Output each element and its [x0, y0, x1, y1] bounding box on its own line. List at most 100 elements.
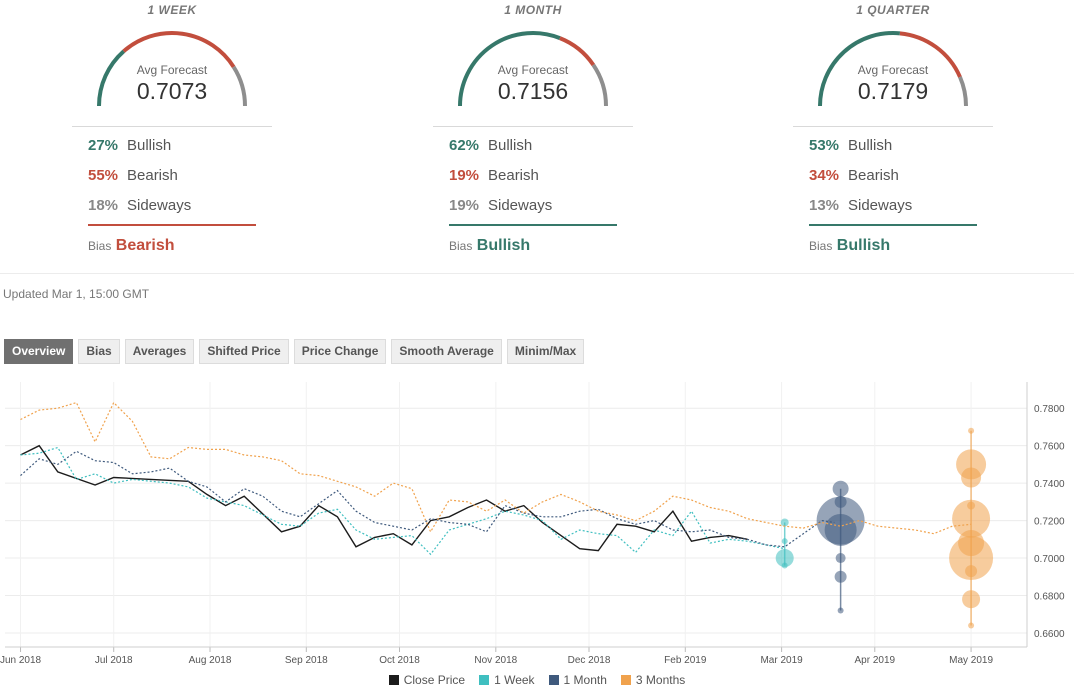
sideways-stat: 18% Sideways — [88, 197, 191, 214]
bearish-label: Bearish — [848, 167, 899, 184]
series-line-month[interactable] — [20, 450, 835, 548]
x-tick-label: Nov 2018 — [474, 655, 517, 666]
avg-forecast-label: Avg Forecast — [857, 63, 929, 77]
legend-label: 1 Week — [494, 673, 535, 687]
section-divider — [0, 273, 1074, 274]
forecast-bubble[interactable] — [835, 553, 846, 564]
gauge-dial — [818, 31, 968, 107]
tab-minim-max[interactable]: Minim/Max — [506, 339, 585, 364]
forecast-bubble[interactable] — [781, 562, 788, 569]
chart-tab-bar: Overview Bias Averages Shifted Price Pri… — [4, 339, 589, 364]
bearish-label: Bearish — [127, 167, 178, 184]
forecast-bubble[interactable] — [965, 565, 978, 578]
sideways-label: Sideways — [848, 197, 913, 214]
y-tick-label: 0.7000 — [1034, 554, 1065, 565]
tab-averages[interactable]: Averages — [124, 339, 195, 364]
y-tick-label: 0.7400 — [1034, 479, 1065, 490]
forecast-bubble[interactable] — [837, 607, 844, 614]
legend-swatch — [620, 675, 631, 685]
tab-bias[interactable]: Bias — [78, 339, 120, 364]
sideways-stat: 13% Sideways — [809, 197, 912, 214]
legend-swatch — [479, 675, 490, 685]
bullish-percent: 62% — [449, 137, 480, 154]
updated-timestamp: Updated Mar 1, 15:00 GMT — [3, 287, 150, 301]
forecast-bubble[interactable] — [952, 499, 991, 538]
y-tick-label: 0.7800 — [1034, 404, 1065, 415]
bias-value: Bullish — [476, 237, 531, 254]
forecast-bubble[interactable] — [962, 590, 981, 609]
forecast-bubble[interactable] — [968, 622, 975, 629]
gauge-arc-bullish — [458, 31, 561, 107]
gauge-divider — [72, 126, 272, 127]
series-line-quarter[interactable] — [20, 401, 972, 535]
gauge-dial — [97, 31, 247, 107]
x-tick-label: Sep 2018 — [285, 655, 328, 666]
bearish-stat: 19% Bearish — [449, 167, 539, 184]
bullish-percent: 53% — [809, 137, 840, 154]
bias-word: Bias — [449, 239, 473, 253]
sideways-label: Sideways — [127, 197, 192, 214]
x-tick-label: Feb 2019 — [664, 655, 707, 666]
forecast-bubble[interactable] — [968, 427, 975, 434]
forecast-bubble[interactable] — [780, 518, 789, 527]
forecast-bubbles-week[interactable] — [775, 518, 794, 569]
sideways-percent: 13% — [809, 197, 840, 214]
bearish-stat: 34% Bearish — [809, 167, 899, 184]
avg-forecast-value: 0.7156 — [497, 78, 569, 104]
tab-shifted-price[interactable]: Shifted Price — [199, 339, 289, 364]
x-tick-label: Jul 2018 — [95, 655, 133, 666]
gauge-period: 1 QUARTER — [856, 3, 930, 17]
forecast-bubbles-month[interactable] — [816, 480, 865, 614]
forecast-bubble[interactable] — [834, 570, 847, 583]
gauge-period: 1 WEEK — [147, 3, 197, 17]
bullish-label: Bullish — [848, 137, 893, 154]
bias-value: Bearish — [115, 237, 175, 254]
tab-price-change[interactable]: Price Change — [293, 339, 387, 364]
series-line-week[interactable] — [20, 446, 785, 556]
bias-value: Bullish — [836, 237, 891, 254]
bias-row: Bias Bullish — [809, 237, 890, 255]
y-tick-label: 0.7200 — [1034, 517, 1065, 528]
gauge-dial — [458, 31, 608, 107]
chart-grid — [5, 382, 1027, 647]
y-tick-label: 0.7600 — [1034, 442, 1065, 453]
legend-label: Close Price — [403, 673, 466, 687]
bearish-label: Bearish — [488, 167, 539, 184]
legend-item-month[interactable]: 1 Month — [548, 673, 607, 687]
legend-item-quarter[interactable]: 3 Months — [620, 673, 685, 687]
x-tick-label: Dec 2018 — [568, 655, 611, 666]
legend-item-week[interactable]: 1 Week — [479, 673, 535, 687]
forecast-bubble[interactable] — [961, 467, 982, 488]
gauge-arc-bullish — [818, 31, 901, 107]
gauge-arc-sideways — [591, 63, 608, 107]
forecast-bubbles-quarter[interactable] — [949, 427, 994, 629]
gauge-period: 1 MONTH — [504, 3, 562, 17]
tab-smooth-average[interactable]: Smooth Average — [391, 339, 502, 364]
bullish-stat: 53% Bullish — [809, 137, 892, 154]
avg-forecast-label: Avg Forecast — [136, 63, 208, 77]
tab-overview[interactable]: Overview — [4, 339, 74, 364]
bullish-stat: 62% Bullish — [449, 137, 532, 154]
x-tick-label: Aug 2018 — [189, 655, 232, 666]
legend-item-close[interactable]: Close Price — [388, 673, 466, 687]
x-tick-label: May 2019 — [949, 655, 993, 666]
bullish-label: Bullish — [127, 137, 172, 154]
sideways-label: Sideways — [488, 197, 553, 214]
chart-legend: Close Price 1 Week 1 Month 3 Months — [0, 673, 1074, 687]
forecast-bubble[interactable] — [832, 480, 849, 497]
bias-line — [449, 224, 617, 226]
sideways-percent: 18% — [88, 197, 119, 214]
bearish-percent: 19% — [449, 167, 480, 184]
forecast-bubble[interactable] — [824, 513, 857, 546]
bullish-label: Bullish — [488, 137, 533, 154]
forecast-bubble[interactable] — [781, 538, 788, 545]
forecast-bubble[interactable] — [949, 536, 994, 581]
bearish-percent: 55% — [88, 167, 119, 184]
avg-forecast-value: 0.7179 — [857, 78, 929, 104]
forecast-chart[interactable]: 0.6600 0.6800 0.7000 0.7200 0.7400 0.7600 0.78… — [0, 376, 1074, 670]
gauge-arc-bearish — [122, 31, 236, 68]
gauge-divider — [433, 126, 633, 127]
x-tick-label: Mar 2019 — [760, 655, 803, 666]
forecast-bubble[interactable] — [775, 549, 794, 568]
series-line-close[interactable] — [20, 444, 748, 552]
